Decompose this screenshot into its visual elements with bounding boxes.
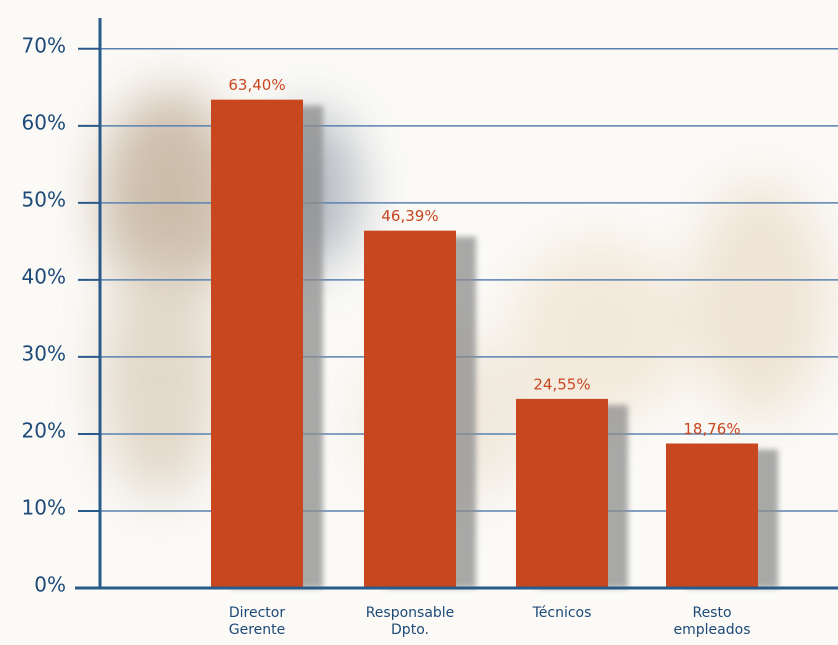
y-tick-label: 50% (22, 187, 66, 211)
y-tick-label: 0% (34, 573, 66, 597)
value-label: 24,55% (533, 375, 590, 393)
x-tick-label: Director Gerente (229, 605, 286, 638)
value-label: 46,39% (381, 207, 438, 225)
x-tick-label-line: Dpto. (391, 622, 429, 638)
bar (516, 398, 608, 588)
x-tick-label-line: empleados (674, 622, 751, 638)
y-tick-label: 40% (22, 264, 66, 288)
x-tick-label-line: Técnicos (532, 605, 592, 621)
x-tick-label: Resto empleados (674, 605, 751, 638)
y-tick-label: 10% (22, 495, 66, 519)
y-tick-label: 70% (22, 33, 66, 57)
y-tick-label: 30% (22, 341, 66, 365)
value-label: 63,40% (228, 76, 285, 94)
x-tick-label-line: Responsable (366, 605, 455, 621)
value-label: 18,76% (683, 420, 740, 438)
bar (666, 443, 758, 588)
plot-area: 0% 10% 20% 30% 40% 50% 60% 70% 63,40% Director Ger… (22, 18, 838, 638)
x-tick-label-line: Gerente (229, 622, 286, 638)
x-tick-label: Técnicos (532, 605, 592, 621)
y-tick-label: 20% (22, 418, 66, 442)
y-tick-label: 60% (22, 110, 66, 134)
x-tick-label-line: Resto (692, 605, 731, 621)
x-tick-label-line: Director (229, 605, 285, 621)
x-tick-label: Responsable Dpto. (366, 605, 455, 638)
bar (364, 230, 456, 588)
bar (211, 99, 303, 588)
